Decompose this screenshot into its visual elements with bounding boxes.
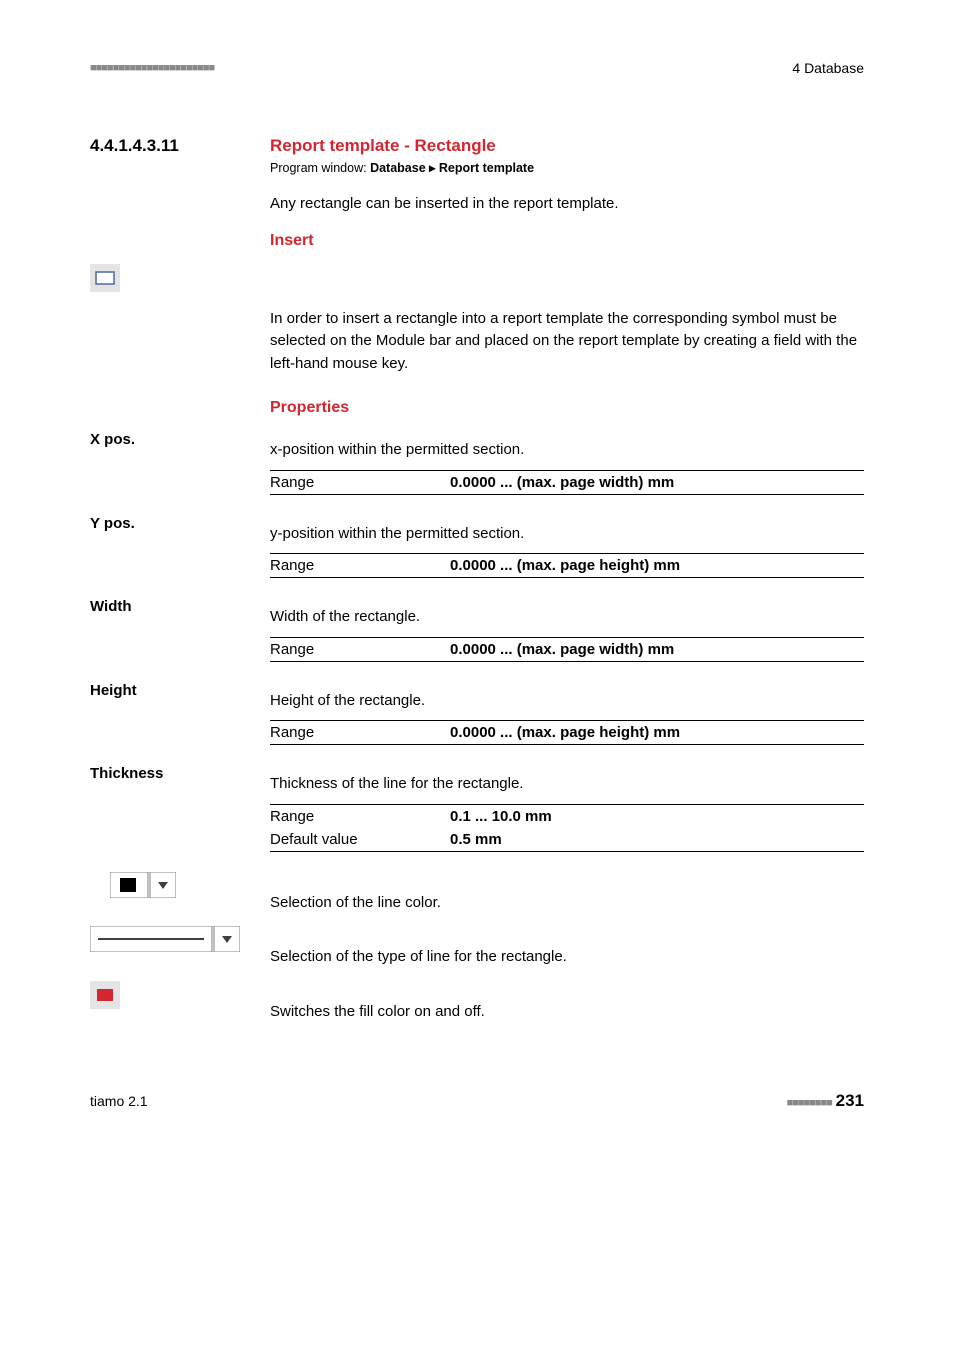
footer-right: ■■■■■■■■ 231 [787,1091,864,1111]
section-number: 4.4.1.4.3.11 [90,136,179,155]
thickness-range-label: Range [270,808,450,825]
thickness-desc: Thickness of the line for the rectangle. [270,773,864,796]
xpos-row: X pos. x-position within the permitted s… [90,431,864,511]
xpos-range-value: 0.0000 ... (max. page width) mm [450,474,674,491]
ypos-row: Y pos. y-position within the permitted s… [90,515,864,595]
xpos-range-label: Range [270,474,450,491]
thickness-range-row: Range 0.1 ... 10.0 mm [270,804,864,828]
section-intro: Any rectangle can be inserted in the rep… [270,193,864,216]
fill-toggle-desc: Switches the fill color on and off. [270,1001,864,1024]
insert-body-row: In order to insert a rectangle into a re… [90,308,864,428]
height-label: Height [90,682,270,699]
thickness-row: Thickness Thickness of the line for the … [90,765,864,868]
ypos-desc: y-position within the permitted section. [270,523,864,546]
xpos-desc: x-position within the permitted section. [270,439,864,462]
line-type-dropdown[interactable] [90,926,240,956]
header-dots-left: ■■■■■■■■■■■■■■■■■■■■■■ [90,62,214,74]
width-row: Width Width of the rectangle. Range 0.00… [90,598,864,678]
line-type-row: Selection of the type of line for the re… [90,926,864,977]
thickness-label: Thickness [90,765,270,782]
line-type-desc: Selection of the type of line for the re… [270,946,864,969]
ypos-label: Y pos. [90,515,270,532]
line-color-dropdown[interactable] [110,872,176,902]
height-desc: Height of the rectangle. [270,690,864,713]
section-title: Report template - Rectangle [270,136,864,156]
insert-body: In order to insert a rectangle into a re… [270,308,864,376]
header-chapter: 4 Database [792,60,864,76]
line-color-desc: Selection of the line color. [270,892,864,915]
insert-heading: Insert [270,232,864,250]
fill-toggle-button[interactable] [90,981,120,1013]
thickness-range-value: 0.1 ... 10.0 mm [450,808,552,825]
ypos-range-value: 0.0000 ... (max. page height) mm [450,557,680,574]
width-desc: Width of the rectangle. [270,606,864,629]
footer-left: tiamo 2.1 [90,1093,148,1109]
page-footer: tiamo 2.1 ■■■■■■■■ 231 [90,1091,864,1111]
section-heading-row: 4.4.1.4.3.11 Report template - Rectangle… [90,136,864,260]
height-row: Height Height of the rectangle. Range 0.… [90,682,864,762]
height-range-row: Range 0.0000 ... (max. page height) mm [270,720,864,745]
xpos-range-row: Range 0.0000 ... (max. page width) mm [270,470,864,495]
program-window-path: Database ▸ Report template [370,161,534,175]
thickness-default-row: Default value 0.5 mm [270,828,864,852]
footer-dots: ■■■■■■■■ [787,1097,832,1109]
ypos-range-row: Range 0.0000 ... (max. page height) mm [270,553,864,578]
xpos-label: X pos. [90,431,270,448]
ypos-range-label: Range [270,557,450,574]
properties-heading: Properties [270,399,864,417]
rectangle-icon [90,264,120,296]
footer-page: 231 [836,1091,864,1110]
width-range-value: 0.0000 ... (max. page width) mm [450,641,674,658]
fill-toggle-row: Switches the fill color on and off. [90,981,864,1032]
program-window-label: Program window: [270,161,367,175]
thickness-default-value: 0.5 mm [450,831,502,848]
page-header: ■■■■■■■■■■■■■■■■■■■■■■ 4 Database [90,60,864,76]
height-range-label: Range [270,724,450,741]
program-window-line: Program window: Database ▸ Report templa… [270,160,864,175]
width-label: Width [90,598,270,615]
width-range-label: Range [270,641,450,658]
insert-icon-row [90,264,864,296]
thickness-default-label: Default value [270,831,450,848]
line-color-row: Selection of the line color. [90,872,864,923]
width-range-row: Range 0.0000 ... (max. page width) mm [270,637,864,662]
height-range-value: 0.0000 ... (max. page height) mm [450,724,680,741]
